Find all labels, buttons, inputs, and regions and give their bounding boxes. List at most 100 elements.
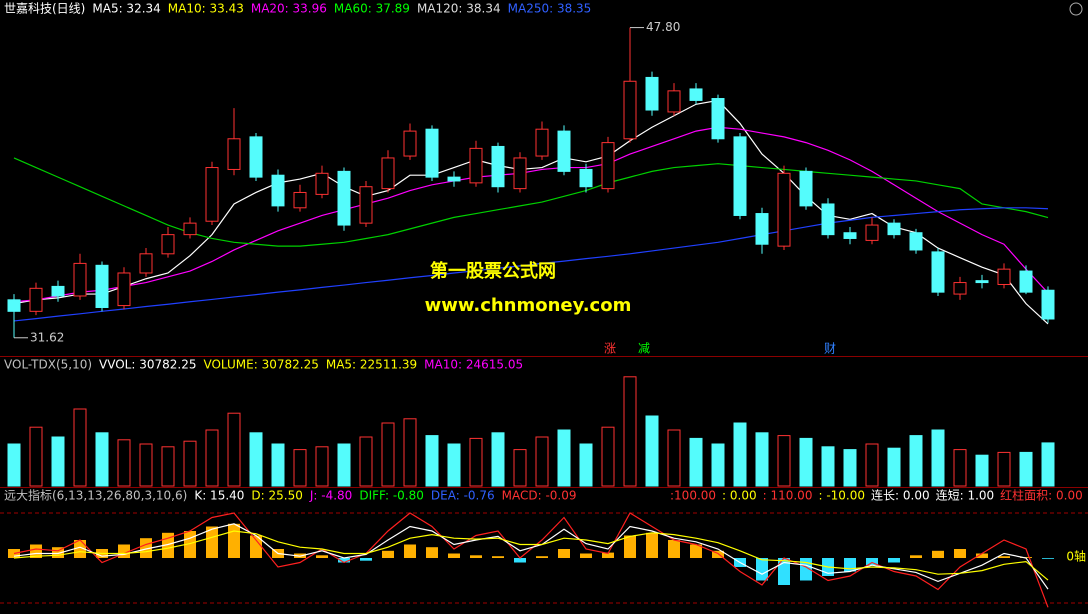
volume-bar: [425, 435, 439, 487]
histogram-bar: [52, 547, 64, 558]
histogram-bar: [976, 553, 988, 558]
candle-body: [227, 138, 241, 170]
header-text: : -10.00: [818, 489, 865, 503]
volume-bar: [447, 443, 461, 487]
line-series: [13, 207, 1049, 322]
histogram-bar: [228, 523, 240, 558]
candle-body: [95, 264, 109, 308]
histogram-bar: [668, 540, 680, 558]
min-label: 31.62: [30, 330, 64, 344]
histogram-bar: [998, 556, 1010, 558]
candle-body: [447, 176, 461, 182]
volume-bar: [711, 443, 725, 487]
candle-body: [7, 299, 21, 312]
histogram-bar: [492, 556, 504, 558]
header-text: 连短: 1.00: [936, 488, 995, 503]
volume-bar: [117, 439, 131, 487]
candle-body: [29, 287, 43, 312]
candle-body: [183, 222, 197, 236]
header-text: 世嘉科技(日线): [4, 2, 85, 16]
line-series: [13, 126, 1049, 303]
histogram-bar: [954, 549, 966, 558]
histogram-bar: [536, 556, 548, 558]
header-text: DEA: -0.76: [431, 489, 495, 503]
volume-bar: [755, 432, 769, 487]
histogram-bar: [932, 550, 944, 558]
header-text: 远大指标(6,13,13,26,80,3,10,6): [4, 488, 187, 503]
candle-body: [1019, 270, 1033, 293]
candle-body: [777, 172, 791, 247]
volume-bar: [29, 426, 43, 487]
volume-bar: [293, 449, 307, 487]
histogram-bar: [338, 558, 350, 563]
volume-bar: [909, 435, 923, 487]
header-text: 红柱面积: 0.00: [1000, 488, 1083, 503]
candle-body: [73, 262, 87, 297]
header-text: VOLUME: 30782.25: [203, 358, 318, 372]
histogram-bar: [712, 550, 724, 558]
histogram-bar: [910, 555, 922, 558]
histogram-bar: [382, 550, 394, 558]
candle-body: [469, 147, 483, 184]
candle-body: [535, 128, 549, 157]
header-text: DIFF: -0.80: [359, 489, 424, 503]
candle-body: [425, 128, 439, 178]
candle-body: [579, 168, 593, 188]
candle-body: [51, 285, 65, 297]
histogram-bar: [360, 558, 372, 561]
header-text: K: 15.40: [194, 489, 244, 503]
candle-body: [513, 157, 527, 190]
candle-body: [381, 157, 395, 190]
candle-body: [667, 90, 681, 113]
histogram-bar: [602, 552, 614, 558]
event-marker[interactable]: 减: [638, 342, 650, 356]
volume-bar: [205, 429, 219, 487]
header-text: MA10: 33.43: [168, 2, 244, 16]
histogram-bar: [316, 555, 328, 558]
volume-bar: [337, 443, 351, 487]
candle-body: [315, 172, 329, 195]
volume-bar: [623, 376, 637, 487]
line-series: [13, 523, 1049, 590]
candle-body: [117, 272, 131, 307]
volume-bar: [227, 412, 241, 487]
event-marker[interactable]: 财: [824, 342, 836, 356]
volume-bar: [975, 454, 989, 487]
candle-body: [491, 145, 505, 188]
candle-body: [139, 253, 153, 274]
histogram-bar: [844, 558, 856, 572]
header-text: MA60: 37.89: [334, 2, 410, 16]
candle-body: [337, 170, 351, 226]
volume-bar: [249, 432, 263, 487]
histogram-bar: [690, 544, 702, 558]
header-text: MA20: 33.96: [251, 2, 327, 16]
candle-body: [799, 170, 813, 207]
max-label: 47.80: [646, 20, 680, 34]
volume-bar: [1019, 451, 1033, 487]
candle-body: [359, 186, 373, 224]
candle-body: [689, 88, 703, 101]
settings-icon[interactable]: [1069, 2, 1083, 16]
header-text: J: -4.80: [309, 489, 352, 503]
volume-bar: [1041, 442, 1055, 487]
volume-bar: [95, 432, 109, 487]
candle-body: [601, 142, 615, 190]
volume-bar: [315, 446, 329, 487]
volume-bar: [821, 446, 835, 487]
event-marker[interactable]: 涨: [604, 341, 616, 356]
candle-body: [249, 136, 263, 178]
candle-body: [931, 251, 945, 293]
volume-bar: [931, 429, 945, 487]
volume-bar: [183, 440, 197, 487]
histogram-bar: [184, 531, 196, 558]
header-text: 连长: 0.00: [871, 488, 930, 503]
header-text: MACD: -0.09: [502, 489, 577, 503]
header-text: MA5: 22511.39: [326, 358, 417, 372]
header-text: : 0.00: [722, 489, 757, 503]
line-series: [13, 512, 1049, 608]
candle-body: [623, 80, 637, 140]
watermark: www.chnmoney.com: [425, 295, 632, 316]
volume-bar: [557, 429, 571, 487]
candle-body: [271, 174, 285, 207]
candle-body: [293, 191, 307, 209]
